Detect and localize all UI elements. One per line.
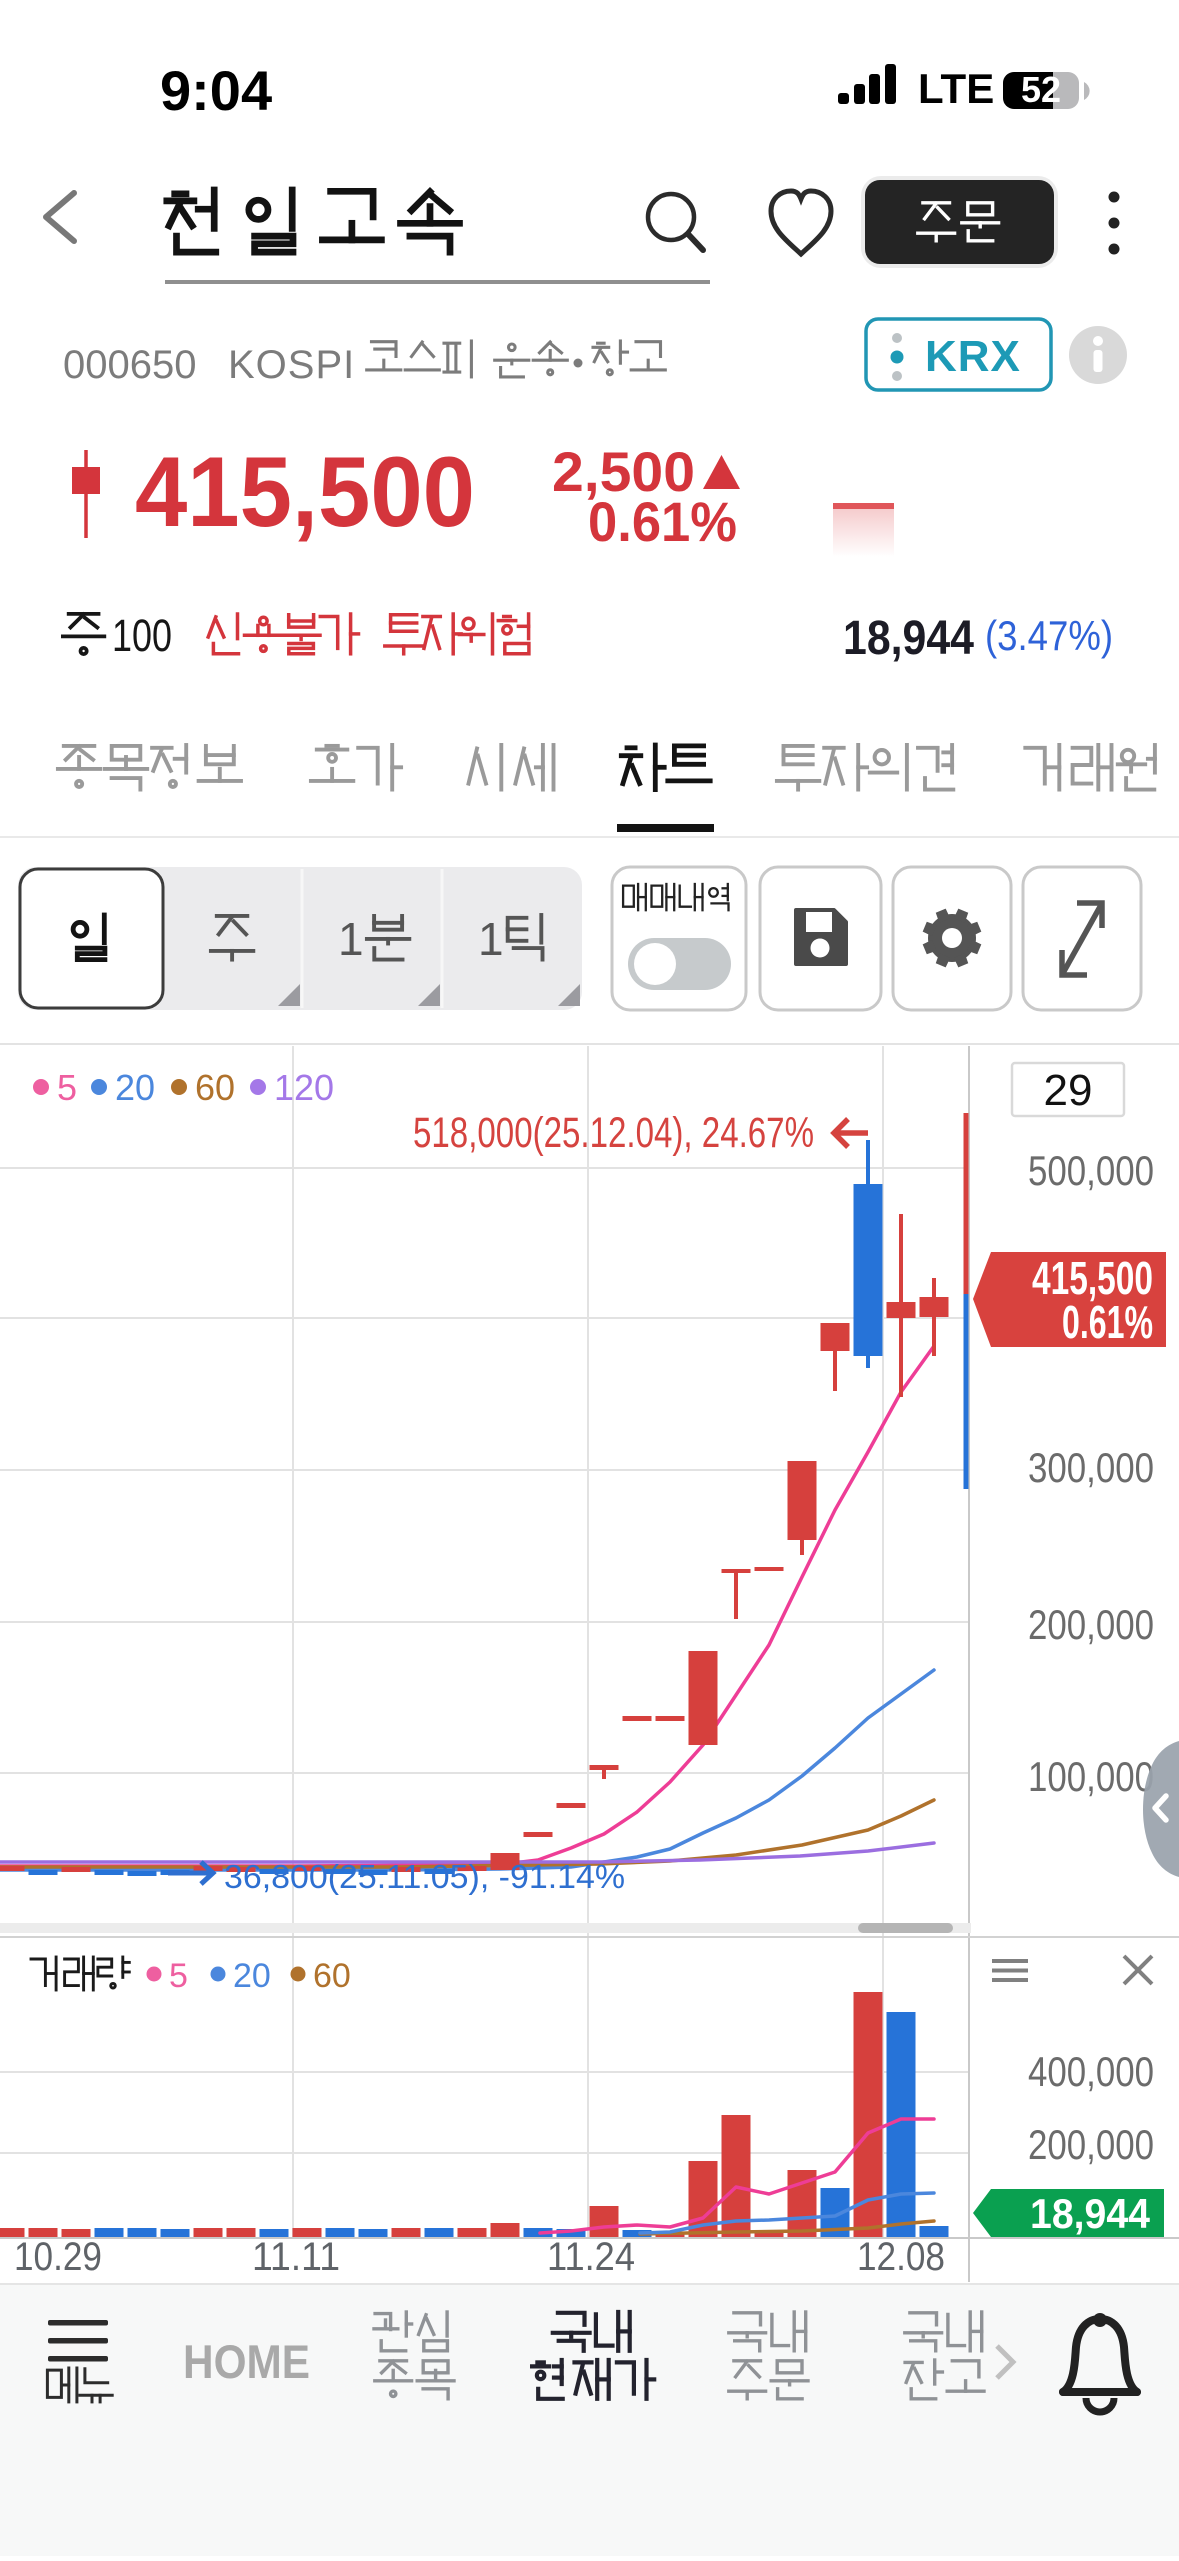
svg-text:100: 100 (112, 610, 172, 661)
svg-text:10.29: 10.29 (14, 2235, 102, 2279)
svg-text:29: 29 (1044, 1066, 1093, 1115)
svg-text:KOSPI: KOSPI (228, 343, 355, 387)
svg-text:000650: 000650 (63, 343, 196, 387)
svg-text:0.61%: 0.61% (588, 490, 737, 553)
svg-text:120: 120 (274, 1067, 334, 1108)
svg-text:18,944: 18,944 (1030, 2190, 1151, 2237)
svg-text:5: 5 (57, 1067, 77, 1108)
svg-text:20: 20 (233, 1957, 271, 1995)
svg-text:200,000: 200,000 (1028, 1601, 1154, 1648)
svg-text:18,944: 18,944 (843, 612, 974, 665)
svg-text:1: 1 (478, 913, 504, 965)
svg-text:0.61%: 0.61% (1062, 1296, 1153, 1348)
svg-text:300,000: 300,000 (1028, 1444, 1154, 1491)
svg-text:200,000: 200,000 (1028, 2121, 1154, 2168)
svg-text:11.11: 11.11 (252, 2235, 340, 2279)
svg-text:36,800(25.11.05), -91.14%: 36,800(25.11.05), -91.14% (224, 1858, 625, 1895)
svg-text:5: 5 (169, 1957, 188, 1995)
svg-text:2,500: 2,500 (552, 440, 695, 503)
svg-text:HOME: HOME (183, 2335, 310, 2388)
svg-text:9:04: 9:04 (160, 59, 272, 122)
svg-text:1: 1 (338, 913, 364, 965)
svg-text:400,000: 400,000 (1028, 2048, 1154, 2095)
svg-text:60: 60 (313, 1957, 351, 1995)
svg-text:415,500: 415,500 (1032, 1252, 1153, 1304)
svg-text:52: 52 (1021, 69, 1061, 110)
svg-text:12.08: 12.08 (857, 2235, 945, 2279)
svg-text:11.24: 11.24 (547, 2235, 635, 2279)
svg-text:100,000: 100,000 (1028, 1753, 1154, 1800)
svg-text:60: 60 (195, 1067, 235, 1108)
svg-text:KRX: KRX (925, 332, 1021, 381)
svg-text:(3.47%): (3.47%) (985, 612, 1113, 659)
svg-text:415,500: 415,500 (135, 436, 475, 547)
svg-text:LTE: LTE (918, 65, 994, 112)
svg-text:500,000: 500,000 (1028, 1147, 1154, 1194)
svg-text:518,000(25.12.04), 24.67%: 518,000(25.12.04), 24.67% (413, 1109, 814, 1157)
svg-text:20: 20 (115, 1067, 155, 1108)
